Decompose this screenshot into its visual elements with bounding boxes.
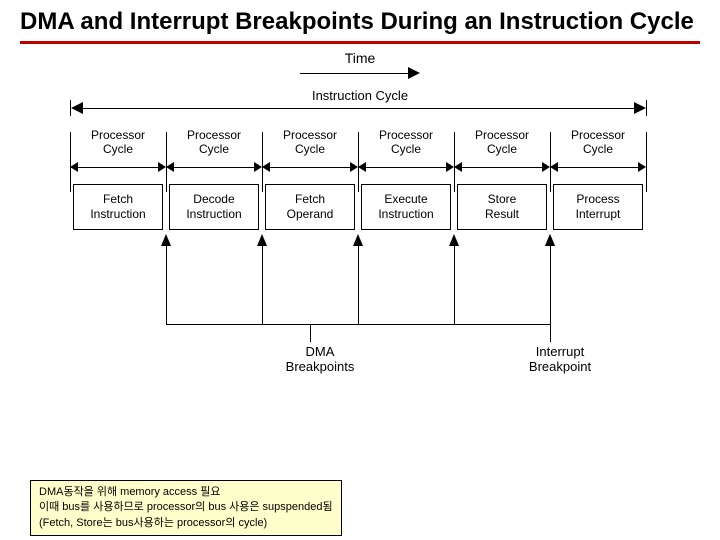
processor-cycle-label: ProcessorCycle	[70, 128, 166, 157]
stage-label: FetchOperand	[287, 192, 334, 221]
processor-cycle-label: ProcessorCycle	[454, 128, 550, 157]
arrow-up-icon	[545, 234, 555, 246]
diagram: Time Instruction Cycle ProcessorCyclePro…	[40, 50, 680, 384]
page-title: DMA and Interrupt Breakpoints During an …	[0, 0, 720, 41]
stage-box: FetchInstruction	[73, 184, 163, 230]
column-tick	[70, 132, 71, 192]
processor-cycle-cell: ProcessorCycle	[262, 128, 358, 175]
arrow-right-icon	[446, 162, 454, 172]
processor-cycle-label: ProcessorCycle	[166, 128, 262, 157]
note-box: DMA동작을 위해 memory access 필요 이때 bus를 사용하므로…	[30, 480, 342, 536]
processor-cycle-label: ProcessorCycle	[262, 128, 358, 157]
arrow-right-icon	[542, 162, 550, 172]
stage-box: ExecuteInstruction	[361, 184, 451, 230]
span-tick-right	[646, 100, 647, 116]
breakpoints-row: DMABreakpoints InterruptBreakpoint	[40, 234, 680, 384]
processor-cycle-label: ProcessorCycle	[550, 128, 646, 157]
span-bar	[364, 167, 448, 168]
dma-connector-bar	[166, 324, 550, 325]
processor-cycle-cell: ProcessorCycle	[454, 128, 550, 175]
processor-cycle-cell: ProcessorCycle	[358, 128, 454, 175]
note-line: (Fetch, Store는 bus사용하는 processor의 cycle)	[39, 516, 333, 531]
stage-box: DecodeInstruction	[169, 184, 259, 230]
column-tick	[550, 132, 551, 192]
time-label: Time	[40, 50, 680, 66]
arrow-up-icon	[257, 234, 267, 246]
title-underline	[20, 41, 700, 44]
span-bar	[172, 167, 256, 168]
arrow-up-icon	[161, 234, 171, 246]
span-bar	[268, 167, 352, 168]
column-tick	[454, 132, 455, 192]
stage-box: FetchOperand	[265, 184, 355, 230]
processor-cycle-span	[166, 161, 262, 175]
arrow-right-icon	[158, 162, 166, 172]
stage-label: StoreResult	[485, 192, 519, 221]
dma-breakpoint-line	[454, 244, 455, 324]
dma-breakpoints-label: DMABreakpoints	[280, 344, 360, 375]
instruction-cycle-span: Instruction Cycle	[40, 88, 680, 128]
stage-label: FetchInstruction	[90, 192, 145, 221]
span-bar	[460, 167, 544, 168]
instruction-cycle-label: Instruction Cycle	[40, 88, 680, 103]
processor-cycle-span	[70, 161, 166, 175]
column-tick	[358, 132, 359, 192]
processor-cycle-span	[262, 161, 358, 175]
processor-cycle-cell: ProcessorCycle	[550, 128, 646, 175]
span-arrow-right-icon	[634, 102, 646, 114]
processor-cycle-span	[550, 161, 646, 175]
stage-box: ProcessInterrupt	[553, 184, 643, 230]
dma-breakpoint-line	[166, 244, 167, 324]
time-arrow-line	[300, 73, 410, 74]
stage-boxes-row: FetchInstruction DecodeInstruction FetchOp…	[40, 184, 680, 234]
arrow-right-icon	[254, 162, 262, 172]
processor-cycle-span	[454, 161, 550, 175]
note-line: 이때 bus를 사용하므로 processor의 bus 사용은 supspen…	[39, 500, 333, 515]
interrupt-breakpoint-label: InterruptBreakpoint	[520, 344, 600, 375]
processor-cycle-cell: ProcessorCycle	[70, 128, 166, 175]
arrow-right-icon	[638, 162, 646, 172]
arrow-up-icon	[449, 234, 459, 246]
processor-cycle-span	[358, 161, 454, 175]
title-text: DMA and Interrupt Breakpoints During an …	[20, 8, 694, 35]
processor-cycles-row: ProcessorCycleProcessorCycleProcessorCyc…	[40, 128, 680, 182]
column-tick	[262, 132, 263, 192]
span-bar	[80, 108, 636, 109]
column-tick	[646, 132, 647, 192]
time-arrow	[300, 66, 420, 82]
span-bar	[76, 167, 160, 168]
arrow-up-icon	[353, 234, 363, 246]
arrow-right-icon	[350, 162, 358, 172]
dma-breakpoint-line	[262, 244, 263, 324]
interrupt-breakpoint-line	[550, 244, 551, 342]
column-tick	[166, 132, 167, 192]
stage-label: DecodeInstruction	[186, 192, 241, 221]
time-arrow-head-icon	[408, 67, 420, 79]
dma-label-drop	[310, 324, 311, 342]
span-bar	[556, 167, 640, 168]
stage-label: ExecuteInstruction	[378, 192, 433, 221]
processor-cycle-label: ProcessorCycle	[358, 128, 454, 157]
dma-breakpoint-line	[358, 244, 359, 324]
note-line: DMA동작을 위해 memory access 필요	[39, 485, 333, 500]
stage-box: StoreResult	[457, 184, 547, 230]
processor-cycle-cell: ProcessorCycle	[166, 128, 262, 175]
stage-label: ProcessInterrupt	[576, 192, 621, 221]
